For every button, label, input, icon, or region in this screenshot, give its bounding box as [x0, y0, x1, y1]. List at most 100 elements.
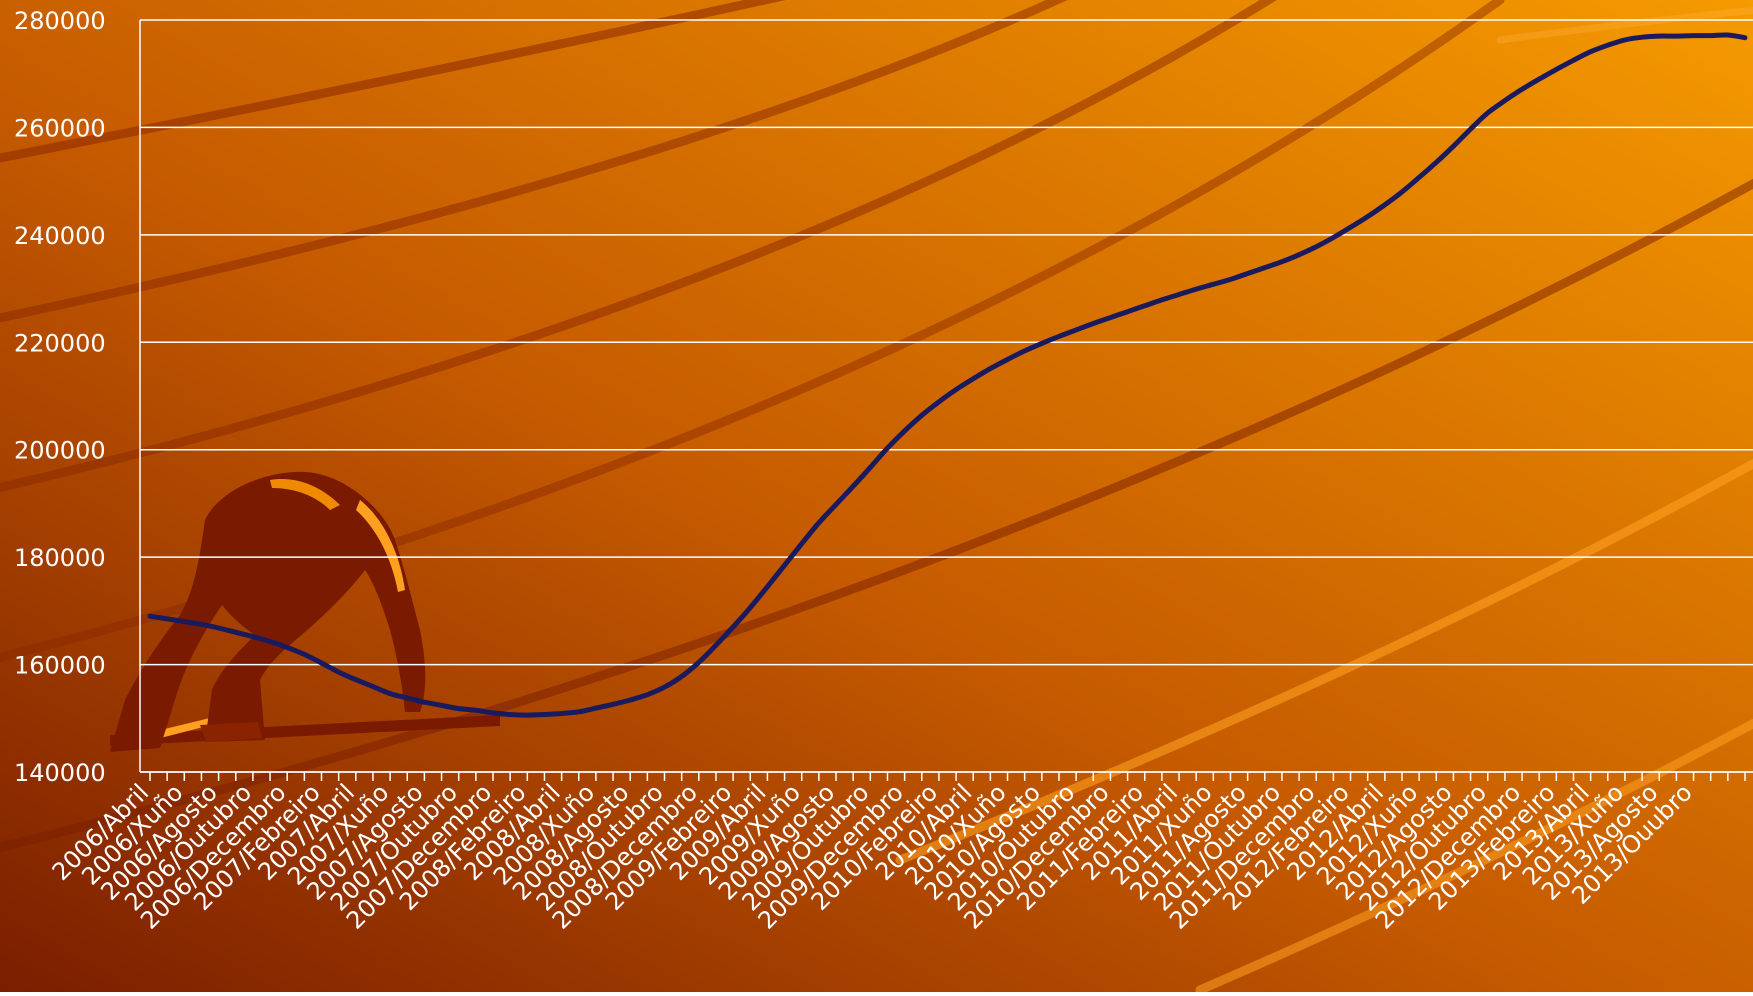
y-tick-label: 240000 [14, 222, 106, 250]
data-point [681, 675, 683, 677]
data-point [612, 703, 614, 705]
sprinter-leg-highlight [270, 479, 340, 510]
y-tick-label: 260000 [14, 114, 106, 142]
data-point [406, 697, 408, 699]
data-point [1109, 316, 1112, 319]
y-tick-label: 180000 [14, 544, 106, 572]
data-point [1058, 335, 1060, 337]
data-point [1006, 358, 1009, 361]
data-point [492, 712, 494, 714]
data-point [1384, 204, 1386, 206]
data-point [1229, 278, 1232, 281]
data-point [320, 662, 323, 664]
data-point [1504, 99, 1506, 102]
data-point [269, 640, 271, 643]
data-point [440, 704, 443, 706]
series-group [147, 32, 1748, 718]
data-point [852, 485, 854, 487]
data-point [732, 626, 734, 628]
data-point [698, 661, 700, 664]
data-point [1367, 215, 1369, 218]
data-point [1710, 34, 1712, 37]
data-point [166, 618, 168, 620]
data-point [1452, 145, 1455, 147]
data-point [989, 368, 991, 370]
data-point [955, 388, 957, 391]
data-point [1178, 293, 1180, 296]
data-point [749, 607, 751, 609]
y-tick-label: 280000 [14, 7, 106, 35]
data-point [595, 707, 597, 709]
sprinter-foot-highlight [200, 722, 262, 742]
data-point [1212, 283, 1214, 285]
data-point [1144, 305, 1146, 307]
data-point [904, 430, 906, 432]
sprinter-body [110, 471, 426, 752]
data-point [1332, 236, 1334, 239]
data-point [835, 503, 837, 506]
data-point [1024, 350, 1026, 352]
data-point [1418, 176, 1420, 178]
data-point [1658, 35, 1660, 37]
data-point [938, 401, 940, 403]
data-point [1075, 329, 1077, 331]
data-point [355, 679, 357, 681]
data-point [578, 711, 580, 713]
data-point [1349, 226, 1352, 228]
data-point [783, 564, 786, 566]
data-point [1401, 191, 1403, 193]
data-point [1126, 311, 1129, 313]
data-point [1607, 44, 1609, 46]
data-point [183, 621, 185, 623]
y-tick-label: 140000 [14, 759, 106, 787]
data-point [1435, 161, 1437, 163]
data-point [1469, 128, 1472, 130]
data-point [629, 699, 631, 701]
data-point [1744, 37, 1746, 39]
data-point [338, 671, 340, 673]
data-point [1590, 51, 1592, 53]
data-point [372, 685, 374, 688]
data-point [1538, 78, 1540, 80]
data-point [561, 712, 563, 715]
y-tick-label: 200000 [14, 437, 106, 465]
sprinter-silhouette [110, 471, 500, 752]
data-point [252, 636, 254, 638]
data-point [526, 714, 528, 716]
y-tick-labels: 140000 160000 180000 200000 220000 240000 2600… [14, 7, 106, 787]
data-point [1281, 261, 1283, 263]
data-point [286, 646, 288, 648]
axes [139, 20, 1753, 781]
data-point [886, 447, 889, 449]
data-point [1041, 342, 1043, 344]
data-point [389, 692, 391, 695]
series-line [147, 32, 1748, 718]
data-point [1624, 39, 1626, 41]
data-point [1092, 322, 1094, 325]
data-point [663, 686, 666, 688]
data-point [1315, 246, 1317, 248]
data-point [303, 653, 305, 655]
data-point [646, 694, 648, 696]
data-point [1641, 36, 1643, 38]
data-point [921, 414, 923, 416]
data-point [423, 701, 426, 703]
data-point [1487, 112, 1489, 114]
data-point [1195, 288, 1197, 290]
data-point [869, 466, 871, 469]
data-point [1572, 59, 1575, 61]
data-point [200, 623, 203, 625]
data-point [475, 709, 477, 711]
data-point [1264, 267, 1266, 269]
data-point [1161, 299, 1163, 301]
data-point [509, 713, 511, 716]
data-point [972, 378, 974, 380]
data-point [801, 543, 803, 545]
data-point [715, 644, 717, 646]
x-tick-labels: 2006/Abril2006/Xuño2006/Agosto2006/Outub… [47, 778, 1698, 934]
data-point [1727, 34, 1729, 36]
sprinter-shoulder-highlight [356, 500, 405, 592]
data-point [458, 708, 460, 710]
data-point [235, 631, 237, 633]
